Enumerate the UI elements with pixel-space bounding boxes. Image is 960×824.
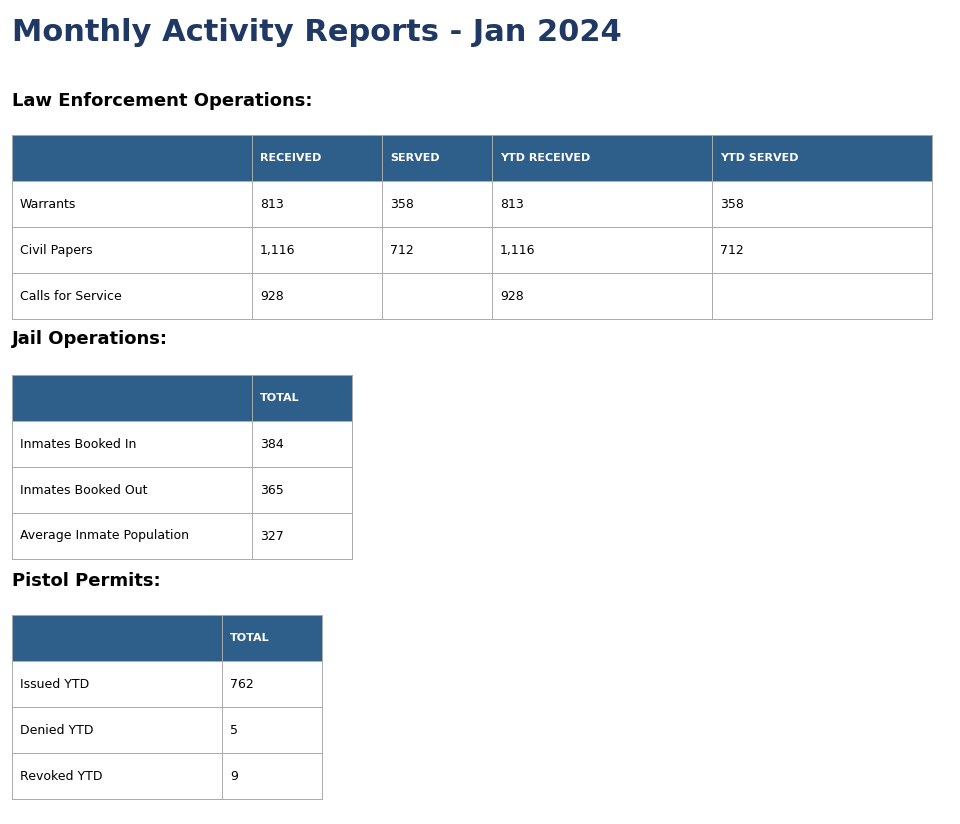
Text: Civil Papers: Civil Papers <box>20 244 92 256</box>
Text: Inmates Booked Out: Inmates Booked Out <box>20 484 148 497</box>
Text: Denied YTD: Denied YTD <box>20 723 93 737</box>
Text: Inmates Booked In: Inmates Booked In <box>20 438 136 451</box>
Text: Warrants: Warrants <box>20 198 77 210</box>
Bar <box>492 135 712 181</box>
Bar <box>12 753 322 799</box>
Bar <box>12 273 932 319</box>
Text: 928: 928 <box>500 289 524 302</box>
Text: YTD RECEIVED: YTD RECEIVED <box>500 153 590 163</box>
Bar <box>222 615 322 661</box>
Text: Law Enforcement Operations:: Law Enforcement Operations: <box>12 92 313 110</box>
Text: Revoked YTD: Revoked YTD <box>20 770 103 783</box>
Bar <box>252 135 382 181</box>
Text: 365: 365 <box>260 484 284 497</box>
Bar <box>712 135 932 181</box>
Text: YTD SERVED: YTD SERVED <box>720 153 799 163</box>
Text: 712: 712 <box>720 244 744 256</box>
Text: 1,116: 1,116 <box>500 244 536 256</box>
Text: Calls for Service: Calls for Service <box>20 289 122 302</box>
Bar <box>12 661 322 707</box>
Bar <box>12 181 932 227</box>
Bar <box>252 375 352 421</box>
Text: 928: 928 <box>260 289 284 302</box>
Bar <box>12 375 252 421</box>
Text: 813: 813 <box>260 198 284 210</box>
Text: TOTAL: TOTAL <box>260 393 300 403</box>
Text: 358: 358 <box>390 198 414 210</box>
Text: Monthly Activity Reports - Jan 2024: Monthly Activity Reports - Jan 2024 <box>12 18 622 47</box>
Text: SERVED: SERVED <box>390 153 440 163</box>
Bar <box>382 135 492 181</box>
Text: 712: 712 <box>390 244 414 256</box>
Bar <box>12 227 932 273</box>
Bar <box>12 707 322 753</box>
Text: 327: 327 <box>260 530 284 542</box>
Text: TOTAL: TOTAL <box>230 633 270 643</box>
Text: Jail Operations:: Jail Operations: <box>12 330 168 348</box>
Text: Average Inmate Population: Average Inmate Population <box>20 530 189 542</box>
Bar <box>12 421 352 467</box>
Text: 384: 384 <box>260 438 284 451</box>
Text: 1,116: 1,116 <box>260 244 296 256</box>
Text: Issued YTD: Issued YTD <box>20 677 89 691</box>
Bar <box>12 135 252 181</box>
Text: 813: 813 <box>500 198 524 210</box>
Text: 762: 762 <box>230 677 253 691</box>
Text: 358: 358 <box>720 198 744 210</box>
Text: RECEIVED: RECEIVED <box>260 153 322 163</box>
Text: 5: 5 <box>230 723 238 737</box>
Bar <box>12 513 352 559</box>
Bar <box>12 615 222 661</box>
Text: 9: 9 <box>230 770 238 783</box>
Bar <box>12 467 352 513</box>
Text: Pistol Permits:: Pistol Permits: <box>12 572 160 590</box>
